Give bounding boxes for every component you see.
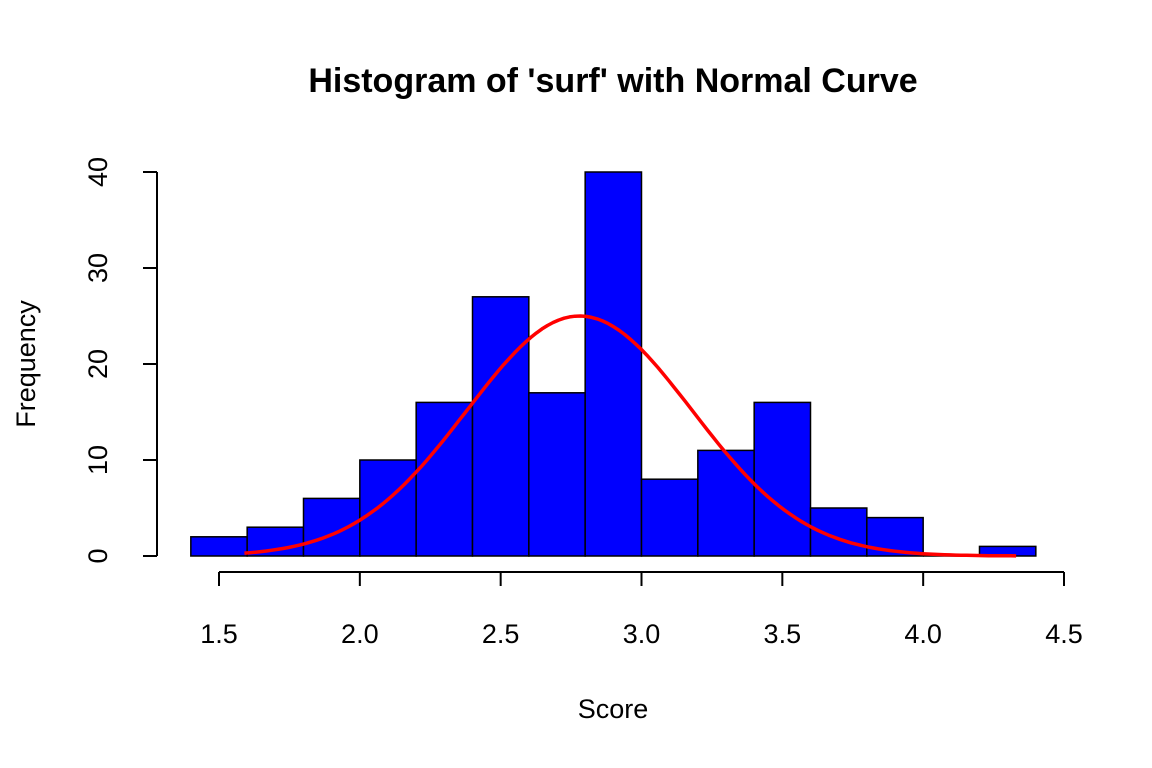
chart-title: Histogram of 'surf' with Normal Curve (308, 62, 917, 100)
histogram-bar-3 (359, 459, 417, 557)
histogram-bar-6 (528, 392, 586, 557)
histogram-bar-10 (753, 401, 812, 557)
y-tick-label: 40 (83, 157, 113, 187)
y-tick-label: 30 (83, 253, 113, 283)
histogram-bar-0 (190, 536, 248, 557)
y-tick-label: 10 (83, 445, 113, 475)
histogram-bars (190, 171, 1037, 557)
x-tick-label: 4.0 (904, 619, 942, 649)
histogram-bar-4 (415, 401, 474, 557)
normal-curve (244, 314, 1017, 558)
histogram-bar-12 (866, 516, 924, 557)
x-tick-label: 2.0 (341, 619, 379, 649)
histogram-bar-9 (697, 449, 755, 557)
x-tick-label: 3.0 (623, 619, 661, 649)
histogram-bar-8 (640, 478, 699, 557)
y-axis: 0 10 20 30 40 (83, 157, 158, 564)
x-tick-label: 2.5 (482, 619, 520, 649)
histogram-bar-2 (302, 497, 361, 557)
x-axis-label: Score (578, 694, 649, 724)
x-tick-label: 1.5 (200, 619, 238, 649)
histogram-bar-5 (471, 296, 530, 557)
histogram-bar-7 (584, 171, 643, 557)
x-tick-label: 3.5 (764, 619, 802, 649)
y-tick-label: 20 (83, 349, 113, 379)
x-tick-label: 4.5 (1045, 619, 1083, 649)
y-axis-label: Frequency (11, 300, 41, 428)
x-axis: 1.5 2.0 2.5 3.0 3.5 4.0 4.5 (200, 571, 1083, 649)
y-tick-label: 0 (83, 548, 113, 563)
